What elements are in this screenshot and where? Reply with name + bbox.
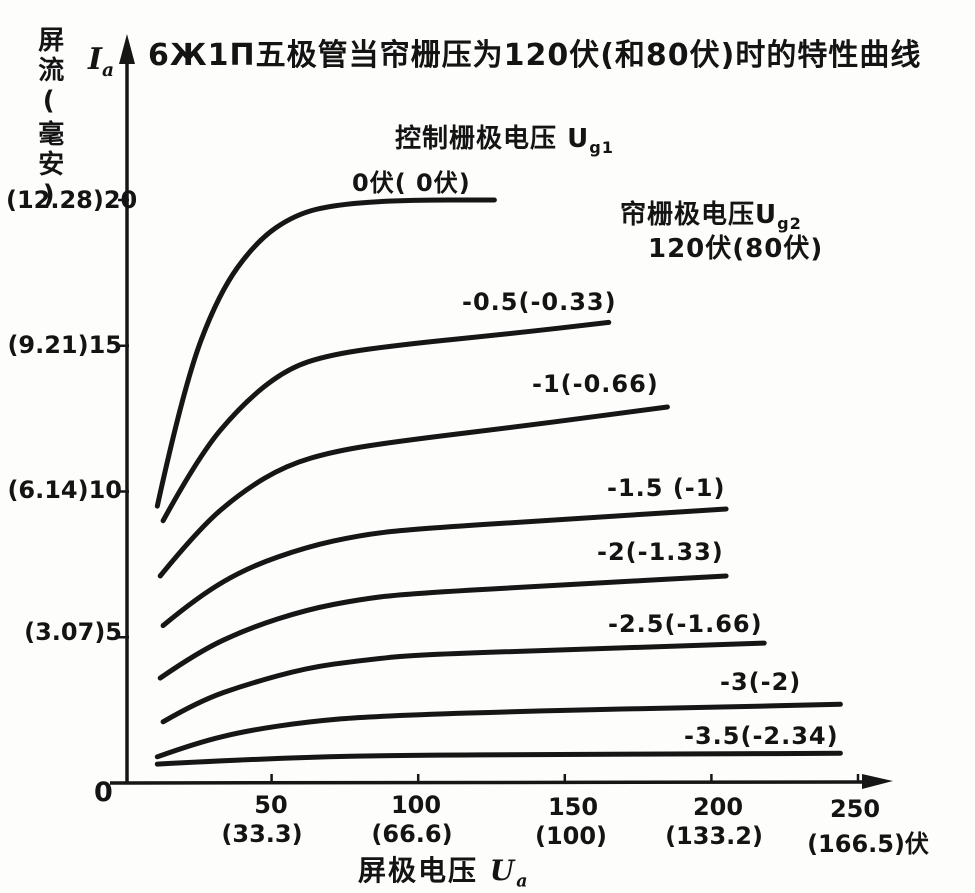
characteristic-curves	[154, 197, 843, 767]
y-axis-arrowhead-icon	[119, 34, 135, 64]
screen-grid-annotation: 帘栅极电压Ug2	[620, 194, 802, 233]
x-tick-50-alt: (33.3)	[221, 820, 303, 848]
control-grid-annotation: 控制栅极电压 Ug1	[395, 118, 614, 157]
symbol-main: U	[755, 200, 778, 230]
control-grid-symbol: Ug1	[567, 124, 614, 158]
origin-label: 0	[94, 777, 113, 808]
x-tick-100: 100	[390, 791, 442, 819]
screen-grid-value: 120伏(80伏)	[648, 234, 824, 264]
curve-label-m2p5: -2.5(-1.66)	[608, 610, 763, 638]
curve-series-7	[154, 750, 843, 767]
y-tick-5: (3.07)5	[24, 618, 122, 646]
chart-title: 6Ж1П五极管当帘栅压为120伏(和80伏)时的特性曲线	[148, 38, 922, 73]
y-tick-10: (6.14)10	[7, 476, 122, 504]
curve-label-m2: -2(-1.33)	[597, 538, 724, 566]
y-symbol-main: I	[88, 42, 103, 77]
y-tick-15: (9.21)15	[7, 331, 122, 359]
symbol-main: U	[567, 124, 590, 154]
curve-series-5	[160, 640, 767, 725]
curve-label-m0p5: -0.5(-0.33)	[462, 288, 617, 316]
curve-label-0v: 0伏( 0伏)	[352, 169, 471, 197]
y-tick-20: (12.28)20	[6, 186, 138, 214]
x-tick-250: 250	[829, 795, 881, 823]
x-tick-150-alt: (100)	[534, 822, 608, 850]
x-axis-symbol: Ua	[489, 854, 530, 892]
curve-series-6	[154, 701, 843, 760]
x-tick-50: 50	[254, 791, 288, 819]
symbol-sub: g2	[777, 214, 802, 234]
x-label-text: 屏极电压	[358, 854, 479, 887]
x-symbol-main: U	[489, 854, 517, 887]
curve-series-3	[160, 506, 729, 629]
screen-grid-label: 帘栅极电压	[620, 200, 756, 230]
y-axis-label: 屏流(毫安)	[33, 26, 64, 214]
control-grid-label: 控制栅极电压	[395, 124, 558, 154]
x-symbol-sub: a	[516, 871, 530, 892]
x-tick-150: 150	[547, 793, 599, 821]
y-symbol-sub: a	[102, 60, 115, 81]
curve-series-0	[154, 197, 497, 509]
curve-series-2	[157, 404, 670, 579]
curve-series-4	[157, 573, 729, 681]
curve-label-m1: -1(-0.66)	[532, 370, 659, 398]
x-tick-100-alt: (66.6)	[371, 820, 453, 848]
x-tick-250-alt: (166.5)伏	[807, 830, 929, 858]
curve-label-m3: -3(-2)	[720, 668, 802, 696]
curve-series-1	[160, 319, 612, 524]
symbol-sub: g1	[589, 138, 614, 158]
y-axis-symbol: Ia	[88, 42, 114, 81]
x-tick-200-alt: (133.2)	[665, 822, 763, 850]
x-axis-label: 屏极电压 Ua	[358, 849, 529, 892]
x-axis-line	[109, 780, 869, 785]
x-tick-200: 200	[692, 793, 744, 821]
curve-label-m1p5: -1.5 (-1)	[607, 474, 726, 502]
axis-ticks	[118, 198, 860, 783]
x-axis-arrowhead-icon	[862, 774, 893, 789]
screen-grid-symbol: Ug2	[755, 200, 802, 234]
curve-label-m3p5: -3.5(-2.34)	[684, 722, 839, 750]
